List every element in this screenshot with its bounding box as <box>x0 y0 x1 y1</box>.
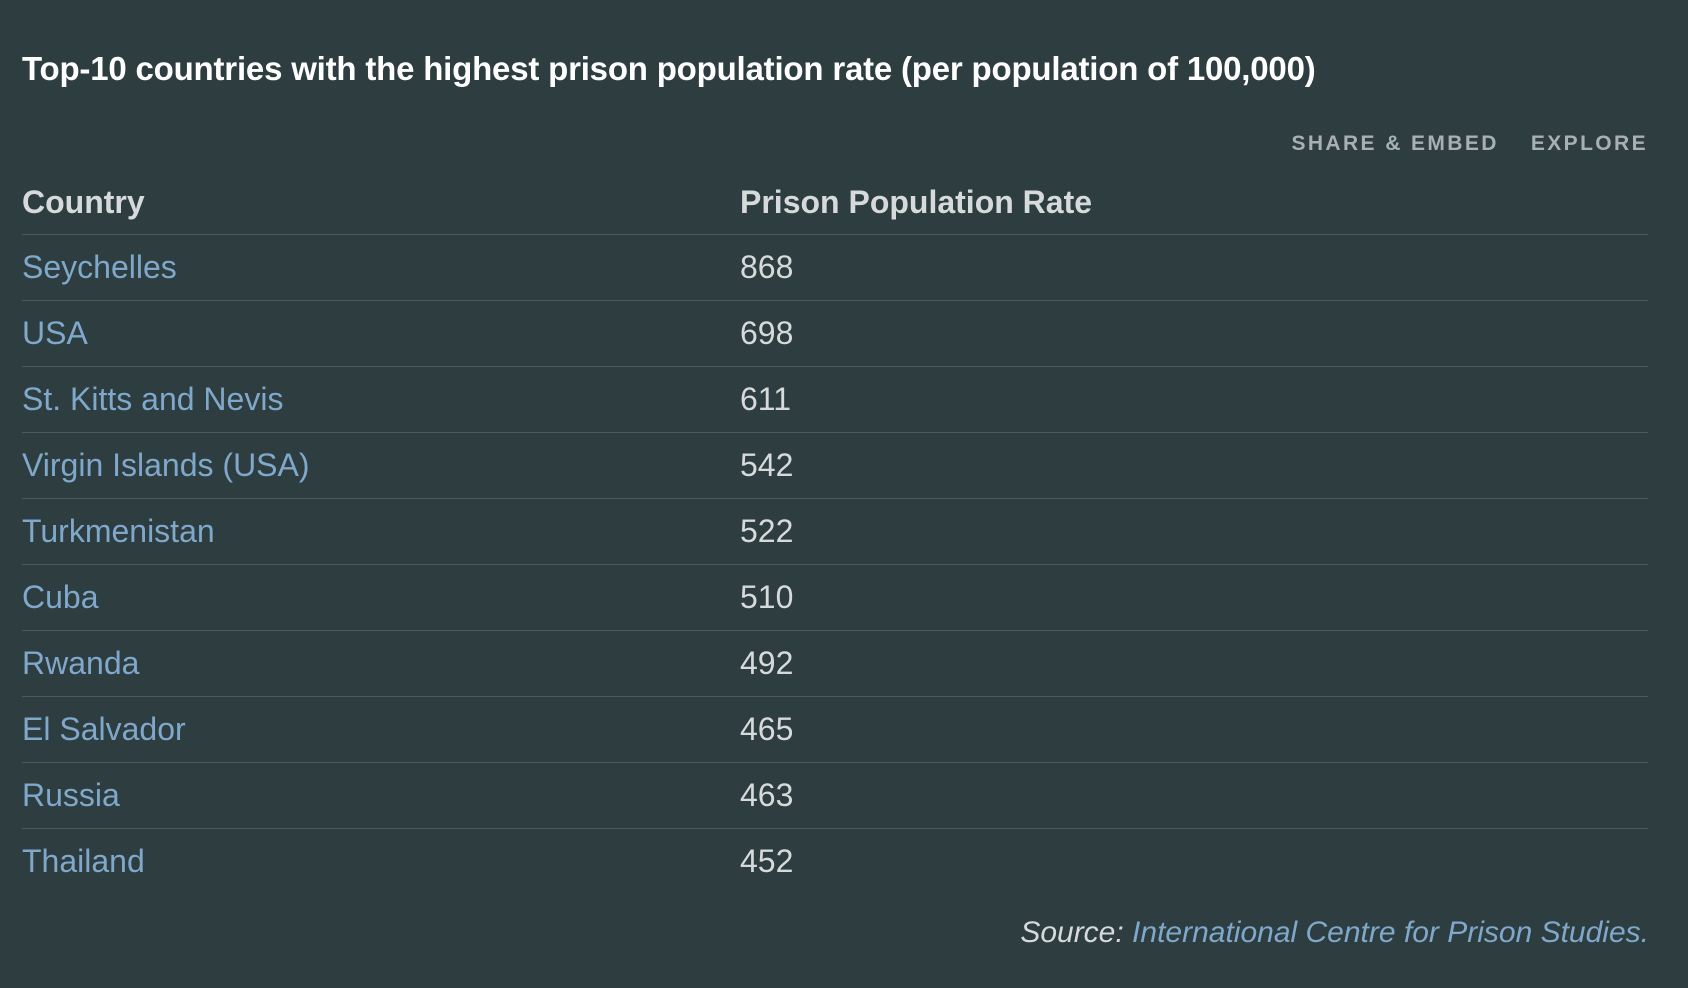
rate-value: 452 <box>740 843 794 879</box>
table-row: Thailand 452 <box>22 829 1648 895</box>
rate-value: 522 <box>740 498 1648 565</box>
source-label: Source: <box>1020 916 1124 949</box>
country-link[interactable]: St. Kitts and Nevis <box>22 366 740 433</box>
country-link[interactable]: Seychelles <box>22 234 740 301</box>
country-link[interactable]: Virgin Islands (USA) <box>22 432 740 499</box>
country-link[interactable]: Russia <box>22 762 740 829</box>
table-row: Seychelles 868 <box>22 234 1648 301</box>
table-header-row: Country Prison Population Rate <box>22 170 1648 235</box>
country-link[interactable]: Turkmenistan <box>22 498 740 565</box>
explore-button[interactable]: EXPLORE <box>1530 132 1648 155</box>
rate-value: 542 <box>740 432 1648 499</box>
rate-value: 463 <box>740 762 1648 829</box>
column-header-rate: Prison Population Rate <box>740 170 1648 235</box>
rate-value: 492 <box>740 630 1648 697</box>
table-row: Virgin Islands (USA) 542 <box>22 432 1648 499</box>
rate-value: 510 <box>740 564 1648 631</box>
table-row: El Salvador 465 <box>22 696 1648 763</box>
column-header-country: Country <box>22 170 740 235</box>
table-row: USA 698 <box>22 300 1648 367</box>
table-body: Seychelles 868 USA 698 St. Kitts and Nevis 61… <box>22 234 1648 895</box>
country-link[interactable]: Cuba <box>22 564 740 631</box>
country-link[interactable]: USA <box>22 300 740 367</box>
data-table: Country Prison Population Rate Seychelle… <box>22 170 1648 894</box>
source-note: Source: International Centre for Prison … <box>1020 916 1649 950</box>
rate-value: 868 <box>740 234 1648 301</box>
table-row: Turkmenistan 522 <box>22 498 1648 565</box>
country-link[interactable]: El Salvador <box>22 696 740 763</box>
table-row: St. Kitts and Nevis 611 <box>22 366 1648 433</box>
country-link[interactable]: Rwanda <box>22 630 740 697</box>
chart-title: Top-10 countries with the highest prison… <box>22 50 1316 87</box>
share-embed-button[interactable]: SHARE & EMBED <box>1291 132 1499 155</box>
source-link[interactable]: International Centre for Prison Studies. <box>1132 916 1649 949</box>
rate-value: 611 <box>740 366 1648 433</box>
chart-actions: SHARE & EMBED EXPLORE <box>1291 132 1648 156</box>
country-link[interactable]: Thailand <box>22 843 145 879</box>
table-row: Russia 463 <box>22 762 1648 829</box>
table-row: Cuba 510 <box>22 564 1648 631</box>
rate-value: 465 <box>740 696 1648 763</box>
rate-value: 698 <box>740 300 1648 367</box>
table-row: Rwanda 492 <box>22 630 1648 697</box>
